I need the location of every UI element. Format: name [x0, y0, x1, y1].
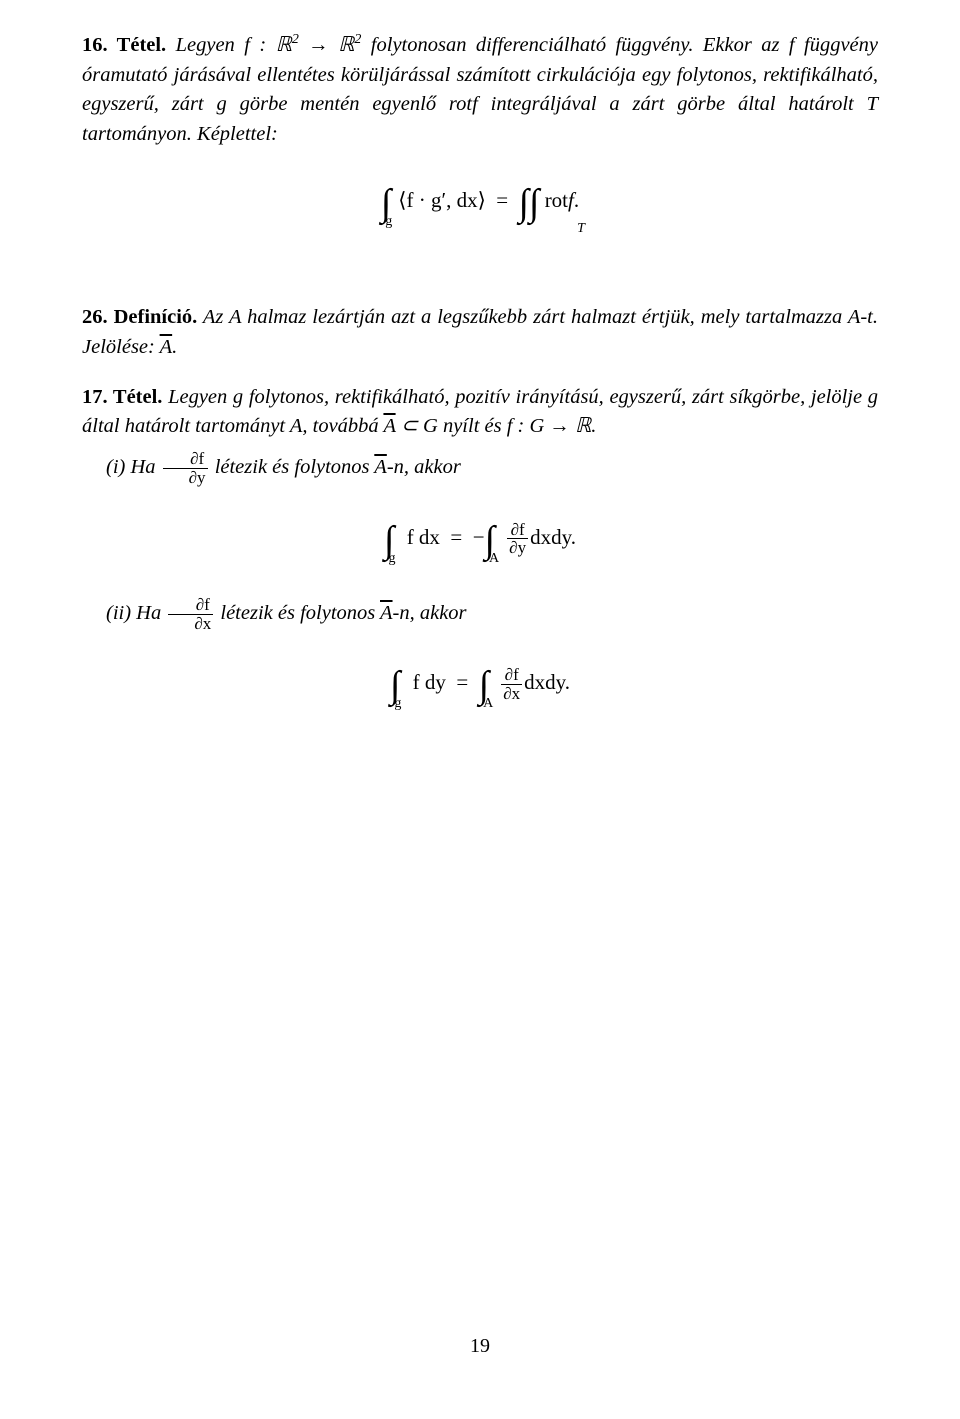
- formula-2: ∫g f dx = −∫A∂f∂ydxdy.: [82, 505, 878, 560]
- theorem-16: 16. Tétel. Legyen f : ℝ2 → ℝ2 folytonosa…: [82, 30, 878, 150]
- definition-26: 26. Definíció. Az A halmaz lezártján azt…: [82, 303, 878, 362]
- spacer: [82, 275, 878, 303]
- definition-26-text: Az A halmaz lezártján azt a legszűkebb z…: [82, 306, 878, 358]
- page-number: 19: [0, 1332, 960, 1361]
- item-i: (i) Ha ∂f∂y létezik és folytonos A-n, ak…: [82, 450, 878, 487]
- theorem-17: 17. Tétel. Legyen g folytonos, rektifiká…: [82, 383, 878, 442]
- theorem-17-text: Legyen g folytonos, rektifikálható, pozi…: [82, 386, 878, 438]
- formula-1: ∫g⟨f · g′, dx⟩ = ∫∫ rotf.T: [82, 168, 878, 239]
- theorem-17-label: 17. Tétel.: [82, 386, 162, 408]
- spacer: [82, 371, 878, 383]
- theorem-16-text: Legyen f : ℝ2 → ℝ2 folytonosan differenc…: [82, 34, 878, 145]
- formula-3: ∫g f dy = ∫A∂f∂xdxdy.: [82, 650, 878, 705]
- theorem-16-label: 16. Tétel.: [82, 34, 166, 56]
- item-ii: (ii) Ha ∂f∂x létezik és folytonos A-n, a…: [82, 596, 878, 633]
- page: 16. Tétel. Legyen f : ℝ2 → ℝ2 folytonosa…: [0, 0, 960, 1419]
- definition-26-label: 26. Definíció.: [82, 306, 197, 328]
